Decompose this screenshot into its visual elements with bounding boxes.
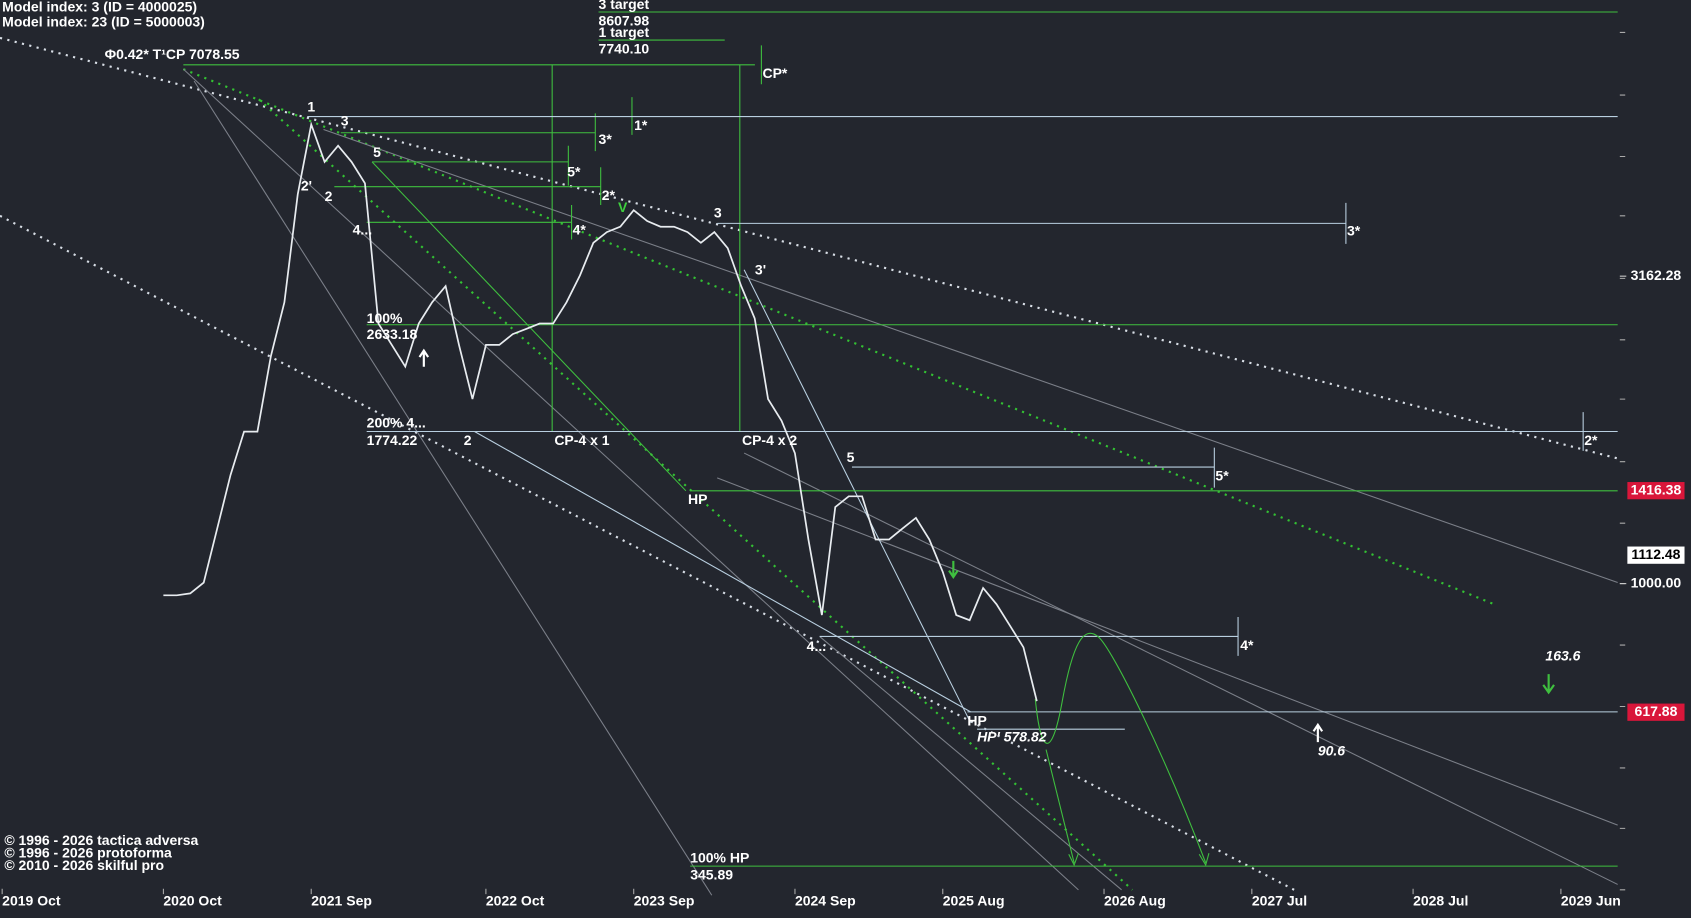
x-tick-label: 2024 Sep — [795, 892, 856, 908]
trend-line — [716, 477, 1618, 826]
annotation: 90.6 — [1318, 743, 1345, 759]
annotation: HP' 578.82 — [977, 728, 1047, 744]
annotation: 3* — [599, 131, 613, 147]
price-tag-label: 617.88 — [1635, 703, 1678, 719]
annotation: V — [618, 199, 628, 215]
arrow — [948, 560, 1555, 695]
price-tag — [1627, 482, 1685, 500]
x-tick-label: 2025 Aug — [943, 892, 1005, 908]
x-tick-label: 2021 Sep — [311, 892, 372, 908]
trend-line — [743, 452, 1618, 885]
trend-line — [193, 80, 713, 896]
projection — [418, 348, 1555, 867]
annotation: 4* — [573, 222, 587, 238]
annotation: Φ0.42* T¹CP 7078.55 — [105, 46, 240, 62]
copyright: © 1996 - 2026 tactica adversa — [4, 832, 198, 848]
annotation: 1774.22 — [367, 432, 418, 448]
trend-line — [474, 431, 971, 713]
price-tag-label: 1416.38 — [1631, 481, 1682, 497]
annotation: 4... — [807, 638, 826, 654]
trend-line — [182, 68, 1495, 606]
x-tick-label: 2020 Oct — [163, 892, 222, 908]
trend-line — [0, 36, 1618, 460]
y-tick-label: 3162.28 — [1631, 267, 1682, 283]
projection-curve — [1034, 632, 1207, 864]
annotation: 2* — [602, 187, 616, 203]
y-tick-label: 1000.00 — [1631, 574, 1682, 590]
annotation: 100% — [367, 310, 403, 326]
annotation: 2 — [325, 188, 333, 204]
axis-minor-ticks — [1619, 31, 1626, 891]
annotation: 4... — [353, 222, 372, 238]
annotation: 2* — [1584, 432, 1598, 448]
annotation: 2 — [464, 432, 472, 448]
annotation: 100% HP — [690, 849, 749, 865]
annotation: CP-4 x 2 — [742, 432, 797, 448]
model-info: Model index: 23 (ID = 5000003) — [2, 13, 205, 29]
annotation: 3 target — [599, 0, 650, 12]
projection-curve — [1045, 749, 1075, 864]
trend-line — [371, 161, 687, 492]
x-tick-label: 2019 Oct — [2, 892, 61, 908]
copyright: © 2010 - 2026 skilful pro — [4, 857, 164, 873]
annotation: HP — [688, 491, 707, 507]
copyright: © 1996 - 2026 protoforma — [4, 844, 172, 860]
arrow-head — [1068, 852, 1210, 867]
price-tag — [1627, 703, 1685, 721]
price-tag — [1627, 546, 1685, 564]
annotation: 3 — [714, 204, 722, 220]
level-line — [307, 116, 1618, 730]
annotation: 5 — [373, 144, 381, 160]
x-tick-label: 2029 Jun — [1561, 892, 1621, 908]
annotation: 1* — [634, 117, 648, 133]
x-tick-label: 2022 Oct — [486, 892, 545, 908]
trend-line — [258, 98, 1134, 891]
annotation: 7740.10 — [599, 40, 650, 56]
annotation: 3 — [341, 113, 349, 129]
annotation: 200% 4... — [367, 415, 426, 431]
annotation: 345.89 — [690, 867, 733, 883]
price-line — [163, 121, 1038, 702]
annotation: 5* — [1215, 467, 1229, 483]
annotation: 8607.98 — [599, 12, 650, 28]
x-tick-label: 2028 Jul — [1413, 892, 1468, 908]
annotation: 3' — [755, 262, 766, 278]
arrow — [418, 348, 1324, 743]
annotation: 4* — [1240, 637, 1254, 653]
trend-line — [323, 129, 1618, 583]
annotation: 5* — [567, 163, 581, 179]
model-info: Model index: 3 (ID = 4000025) — [2, 0, 197, 14]
annotation: 3* — [1347, 223, 1361, 239]
x-tick-label: 2027 Jul — [1252, 892, 1307, 908]
annotation: HP — [967, 712, 986, 728]
x-tick-label: 2026 Aug — [1104, 892, 1166, 908]
annotation: 163.6 — [1545, 648, 1580, 664]
annotation: CP* — [762, 65, 787, 81]
x-tick-label: 2023 Sep — [634, 892, 695, 908]
trend-line — [0, 214, 1295, 891]
trend-lines — [0, 36, 1618, 896]
price-tag-label: 1112.48 — [1631, 546, 1680, 562]
annotation: CP-4 x 1 — [554, 432, 609, 448]
annotation: 2633.18 — [367, 326, 418, 342]
annotation: 2' — [301, 177, 312, 193]
levels — [183, 11, 1618, 867]
annotation: 1 target — [599, 24, 650, 40]
annotation: 5 — [847, 449, 855, 465]
annotation: 1 — [307, 99, 315, 115]
trend-line — [182, 68, 1079, 891]
trend-line — [819, 635, 1122, 891]
